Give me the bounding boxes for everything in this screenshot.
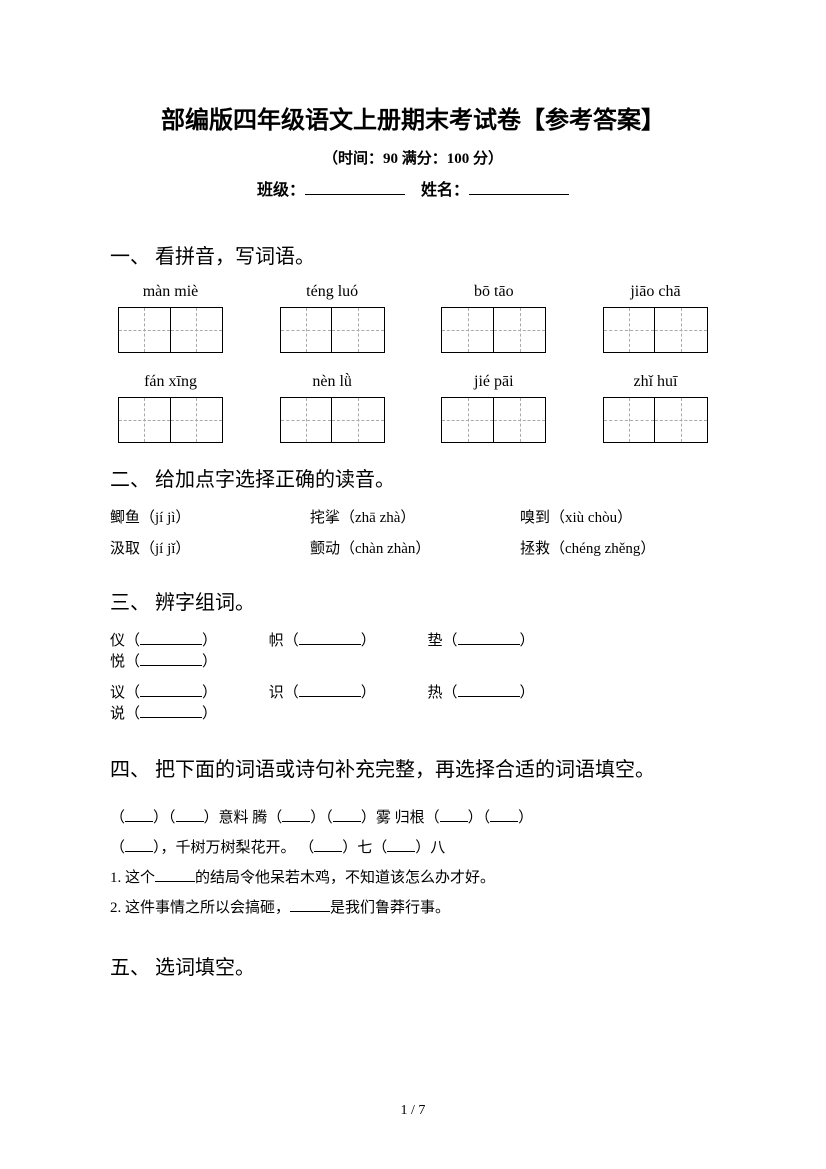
answer-blank[interactable] [490,808,518,822]
text: ）（ [153,810,176,826]
section-3-line-2: 议（） 识（） 热（） 说（） [110,681,716,723]
text: ）（ [468,810,491,826]
q-item: 挓挲（zhā zhà） [310,506,520,527]
char-box[interactable] [603,397,708,443]
text: 是我们鲁莽行事。 [330,900,450,916]
page-number: 1 / 7 [0,1103,826,1119]
q-char: 热（ [428,685,458,701]
answer-blank[interactable] [440,808,468,822]
student-info-line: 班级： 姓名： [110,176,716,200]
pinyin-row-1: màn miè téng luó bō tāo jiāo chā [110,283,716,301]
answer-blank[interactable] [140,683,202,697]
answer-blank[interactable] [299,631,361,645]
answer-blank[interactable] [314,838,342,852]
q-char: 垫（ [428,633,458,649]
text: 2. 这件事情之所以会搞砸， [110,900,290,916]
text: （ [110,840,125,856]
q-item: 嗅到（xiù chòu） [520,506,632,527]
section-4-line-4: 2. 这件事情之所以会搞砸， 是我们鲁莽行事。 [110,893,716,923]
name-blank[interactable] [469,177,569,195]
answer-blank[interactable] [299,683,361,697]
answer-blank[interactable] [125,808,153,822]
section-2-heading: 二、 给加点字选择正确的读音。 [110,463,716,492]
answer-blank[interactable] [140,631,202,645]
text: （ [110,810,125,826]
text: ），千树万树梨花开。 （ [153,840,314,856]
section-4-heading: 四、 把下面的词语或诗句补充完整，再选择合适的词语填空。 [110,751,716,789]
q-item: 拯救（chéng zhěng） [520,537,655,558]
q-char: 帜（ [269,633,299,649]
q-item: 颤动（chàn zhàn） [310,537,520,558]
class-label: 班级： [257,182,305,199]
char-box-row-2 [110,397,716,443]
char-box-row-1 [110,307,716,353]
text: 1. 这个 [110,870,155,886]
class-blank[interactable] [305,177,405,195]
pinyin-row-2: fán xīng nèn lǜ jié pāi zhǐ huī [110,373,716,391]
answer-blank[interactable] [282,808,310,822]
section-2-line-2: 汲取（jí jǐ） 颤动（chàn zhàn） 拯救（chéng zhěng） [110,537,716,558]
q-char: 说（ [110,706,140,722]
q-item: 鲫鱼（jí jì） [110,506,310,527]
q-char: 识（ [269,685,299,701]
char-box[interactable] [280,307,385,353]
answer-blank[interactable] [176,808,204,822]
pinyin-label: nèn lǜ [280,373,385,391]
section-4-line-1: （ ）（ ）意料 腾（ ）（ ）雾 归根（ ）（ ） [110,803,716,833]
q-item: 汲取（jí jǐ） [110,537,310,558]
section-5-heading: 五、 选词填空。 [110,951,716,980]
q-char: 议（ [110,685,140,701]
text: ）（ [310,810,333,826]
pinyin-label: jiāo chā [603,283,708,301]
section-4-line-2: （ ），千树万树梨花开。 （ ）七（ ）八 [110,833,716,863]
text: ）雾 归根（ [361,810,440,826]
name-label: 姓名： [421,182,469,199]
text: ）意料 腾（ [204,810,283,826]
answer-blank[interactable] [140,652,202,666]
q-char: 仪（ [110,633,140,649]
pinyin-label: bō tāo [441,283,546,301]
char-box[interactable] [441,307,546,353]
char-box[interactable] [280,397,385,443]
section-2-line-1: 鲫鱼（jí jì） 挓挲（zhā zhà） 嗅到（xiù chòu） [110,506,716,527]
answer-blank[interactable] [155,868,195,882]
pinyin-label: zhǐ huī [603,373,708,391]
text: ） [518,810,533,826]
pinyin-label: jié pāi [441,373,546,391]
text: ）八 [415,840,445,856]
section-3-heading: 三、 辨字组词。 [110,586,716,615]
answer-blank[interactable] [458,683,520,697]
section-4-line-3: 1. 这个 的结局令他呆若木鸡，不知道该怎么办才好。 [110,863,716,893]
char-box[interactable] [603,307,708,353]
page-title: 部编版四年级语文上册期末考试卷【参考答案】 [110,100,716,135]
section-3-line-1: 仪（） 帜（） 垫（） 悦（） [110,629,716,671]
pinyin-label: màn miè [118,283,223,301]
char-box[interactable] [118,397,223,443]
answer-blank[interactable] [387,838,415,852]
pinyin-label: fán xīng [118,373,223,391]
answer-blank[interactable] [140,704,202,718]
text: ）七（ [342,840,387,856]
char-box[interactable] [441,397,546,443]
page-subtitle: （时间：90 满分：100 分） [110,147,716,168]
q-char: 悦（ [110,654,140,670]
text: 的结局令他呆若木鸡，不知道该怎么办才好。 [195,870,495,886]
char-box[interactable] [118,307,223,353]
answer-blank[interactable] [125,838,153,852]
section-1-heading: 一、 看拼音，写词语。 [110,240,716,269]
answer-blank[interactable] [333,808,361,822]
answer-blank[interactable] [290,898,330,912]
pinyin-label: téng luó [280,283,385,301]
answer-blank[interactable] [458,631,520,645]
